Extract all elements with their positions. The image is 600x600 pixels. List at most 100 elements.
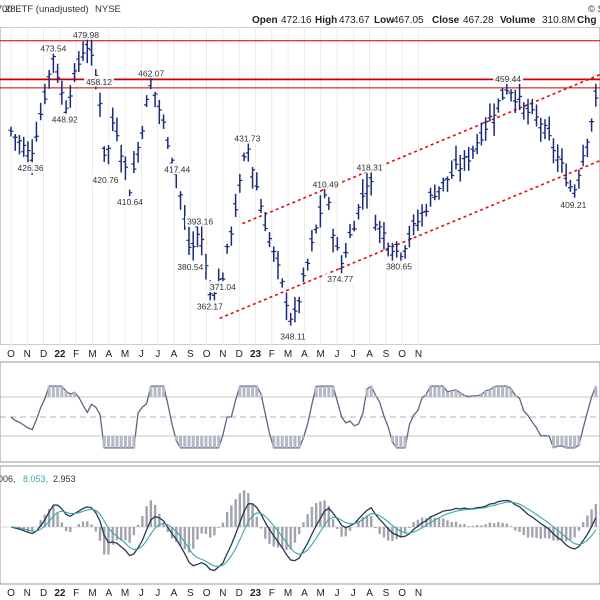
price-label: 374.77 <box>327 274 353 284</box>
price-label: 420.76 <box>93 175 119 185</box>
x-tick-label: J <box>335 349 340 360</box>
price-label-bg <box>38 42 69 54</box>
price-label: 380.54 <box>177 262 203 272</box>
x-tick-label: M <box>317 349 325 360</box>
x-tick-label: J <box>351 349 356 360</box>
price-label: 473.54 <box>40 44 66 54</box>
header-exchange: NYSE <box>95 4 121 15</box>
volume-value: 310.8M <box>542 15 575 26</box>
x-tick-label: N <box>24 349 31 360</box>
x-tick-label: O <box>398 349 406 360</box>
high-label: High <box>315 15 337 26</box>
close-label: Close <box>432 15 460 26</box>
price-label: 393.16 <box>187 217 213 227</box>
price-label-bg <box>354 161 385 173</box>
macd-panel: 006, 8.053, 2.953 <box>0 465 600 585</box>
price-label: 459.44 <box>495 74 521 84</box>
macd-signal-value: 8.053, <box>23 474 48 484</box>
x-tick-label: F <box>73 349 79 360</box>
x-tick-label: D <box>40 349 47 360</box>
price-label-bg <box>558 199 589 211</box>
x-tick-label: J <box>155 349 160 360</box>
x-tick-label-bottom: N <box>24 588 31 599</box>
x-tick-label-bottom: D <box>40 588 47 599</box>
channel-trendlines <box>219 73 600 320</box>
x-tick-label-bottom: J <box>155 588 160 599</box>
price-label: 410.64 <box>117 197 143 207</box>
x-tick-label: D <box>236 349 243 360</box>
x-tick-label-bottom: M <box>284 588 292 599</box>
price-label: 417.44 <box>164 164 190 174</box>
x-tick-label-bottom: J <box>139 588 144 599</box>
x-tick-label: F <box>269 349 275 360</box>
chg-label: Chg <box>577 15 596 26</box>
x-tick-label-bottom: O <box>398 588 406 599</box>
price-labels: 473.54 479.98 458.12 462.07 431.73 418.31 410.… <box>15 28 589 342</box>
x-tick-label-bottom: M <box>88 588 96 599</box>
x-tick-label-bottom: S <box>187 588 194 599</box>
channel-line <box>242 73 600 225</box>
price-label: 380.65 <box>386 262 412 272</box>
x-tick-label: A <box>366 349 373 360</box>
header-top-left-fragment: 7.28 <box>0 4 16 15</box>
x-tick-label-bottom: O <box>7 588 15 599</box>
x-tick-label-bottom: N <box>415 588 422 599</box>
price-label: 418.31 <box>357 162 383 172</box>
price-label-bg <box>162 163 193 175</box>
x-tick-label-bottom: A <box>171 588 178 599</box>
low-label: Low <box>374 15 394 26</box>
x-tick-label-bottom: 22 <box>54 588 66 599</box>
price-label: 362.17 <box>197 301 223 311</box>
close-value: 467.28 <box>463 15 494 26</box>
price-label: 409.21 <box>560 200 586 210</box>
price-label: 458.12 <box>86 77 112 87</box>
price-label-bg <box>15 162 46 174</box>
price-label-bg <box>114 196 145 208</box>
x-tick-label: M <box>88 349 96 360</box>
x-tick-label-bottom: O <box>203 588 211 599</box>
x-tick-label: M <box>284 349 292 360</box>
price-label: 426.36 <box>18 163 44 173</box>
macd-hist-value: 2.953 <box>53 474 76 484</box>
x-tick-label-bottom: A <box>301 588 308 599</box>
macd-line <box>10 499 597 572</box>
open-label: Open <box>252 15 278 26</box>
x-tick-label-bottom: M <box>121 588 129 599</box>
price-label-bg <box>310 178 341 190</box>
x-tick-label-bottom: M <box>317 588 325 599</box>
low-value: 467.05 <box>393 15 424 26</box>
x-tick-label-bottom: J <box>335 588 340 599</box>
open-value: 472.16 <box>281 15 312 26</box>
x-tick-label: N <box>219 349 226 360</box>
x-tick-label-bottom: N <box>219 588 226 599</box>
price-label-bg <box>90 174 121 186</box>
macd-first-value: 006, <box>0 474 16 484</box>
price-label-bg <box>175 260 206 272</box>
price-label-bg <box>232 132 263 144</box>
x-tick-label: A <box>105 349 112 360</box>
x-tick-label-bottom: F <box>269 588 275 599</box>
x-tick-label: A <box>171 349 178 360</box>
x-tick-label: M <box>121 349 129 360</box>
price-label-bg <box>277 330 308 342</box>
x-tick-label-bottom: 23 <box>250 588 262 599</box>
price-label: 479.98 <box>73 30 99 40</box>
volume-label: Volume <box>500 15 536 26</box>
x-tick-label-bottom: D <box>236 588 243 599</box>
price-label: 348.11 <box>280 332 306 342</box>
x-tick-label-bottom: F <box>73 588 79 599</box>
x-tick-label: O <box>203 349 211 360</box>
price-label-bg <box>207 281 238 293</box>
high-value: 473.67 <box>339 15 370 26</box>
header-copyright: © S <box>588 4 600 15</box>
x-tick-label-bottom: A <box>366 588 373 599</box>
price-label-bg <box>84 75 115 87</box>
x-tick-label: N <box>415 349 422 360</box>
x-tick-label: A <box>301 349 308 360</box>
x-tick-label-bottom: A <box>105 588 112 599</box>
header: 7.28 00 ETF (unadjusted) NYSE © S Open 4… <box>0 0 600 27</box>
price-label: 410.49 <box>313 179 339 189</box>
price-label-bg <box>49 113 80 125</box>
x-tick-label: 23 <box>250 349 262 360</box>
